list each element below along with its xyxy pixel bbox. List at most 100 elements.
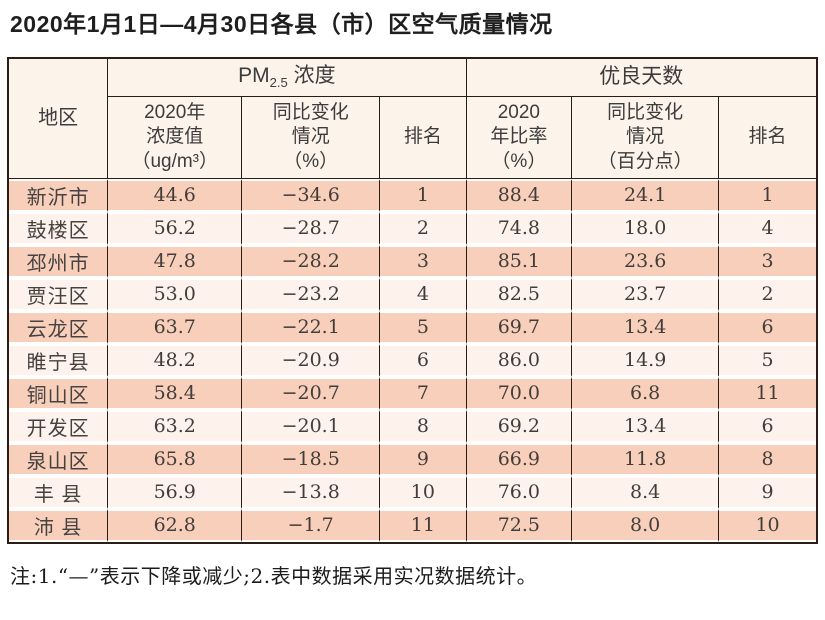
good-rank-cell: 5 (719, 343, 816, 377)
pm-rank-cell: 5 (380, 310, 467, 344)
pm-value-cell: 53.0 (108, 277, 243, 311)
column-header-good-ratio: 2020 年比率 （%） (466, 96, 573, 179)
pm-change-cell: −28.7 (242, 211, 381, 245)
column-header-pm-change: 同比变化 情况 （%） (242, 96, 381, 179)
pm-value-cell: 58.4 (108, 376, 243, 410)
pm-value-cell: 56.2 (108, 211, 243, 245)
good-rank-cell: 8 (719, 442, 816, 476)
good-ratio-cell: 69.2 (466, 409, 573, 443)
region-cell: 沛 县 (9, 508, 109, 542)
table-row: 丰 县 56.9 −13.8 10 76.0 8.4 9 (9, 475, 816, 509)
pm-value-cell: 44.6 (108, 178, 243, 212)
good-ratio-cell: 70.0 (466, 376, 573, 410)
good-ratio-cell: 69.7 (466, 310, 573, 344)
good-ratio-cell: 85.1 (466, 244, 573, 278)
good-change-cell: 24.1 (572, 178, 720, 212)
table-row: 邳州市 47.8 −28.2 3 85.1 23.6 3 (9, 244, 816, 278)
column-group-good-days: 优良天数 (466, 58, 816, 97)
table-row: 沛 县 62.8 −1.7 11 72.5 8.0 10 (9, 508, 816, 542)
pm-value-cell: 62.8 (108, 508, 243, 542)
pm25-label-subscript: 2.5 (269, 75, 288, 91)
pm-value-cell: 48.2 (108, 343, 243, 377)
pm-rank-cell: 2 (380, 211, 467, 245)
good-rank-cell: 6 (719, 409, 816, 443)
table-row: 鼓楼区 56.2 −28.7 2 74.8 18.0 4 (9, 211, 816, 245)
region-cell: 泉山区 (9, 442, 109, 476)
region-cell: 铜山区 (9, 376, 109, 410)
pm-change-cell: −22.1 (242, 310, 381, 344)
pm-value-cell: 63.7 (108, 310, 243, 344)
pm-change-cell: −23.2 (242, 277, 381, 311)
pm-rank-cell: 9 (380, 442, 467, 476)
good-rank-cell: 6 (719, 310, 816, 344)
good-ratio-cell: 76.0 (466, 475, 573, 509)
column-header-region: 地区 (9, 58, 109, 179)
pm-rank-cell: 10 (380, 475, 467, 509)
pm-change-cell: −18.5 (242, 442, 381, 476)
table-header: 地区 PM2.5 浓度 优良天数 2020年 浓度值 （ug/m³） 同比变化 … (9, 58, 816, 179)
pm-change-cell: −20.7 (242, 376, 381, 410)
region-cell: 睢宁县 (9, 343, 109, 377)
footnote: 注:1.“—”表示下降或减少;2.表中数据采用实况数据统计。 (10, 563, 538, 588)
column-header-good-change: 同比变化 情况 （百分点） (572, 96, 720, 179)
pm-rank-cell: 3 (380, 244, 467, 278)
air-quality-table: 地区 PM2.5 浓度 优良天数 2020年 浓度值 （ug/m³） 同比变化 … (7, 56, 818, 544)
good-ratio-cell: 74.8 (466, 211, 573, 245)
region-cell: 开发区 (9, 409, 109, 443)
good-ratio-cell: 66.9 (466, 442, 573, 476)
pm-change-cell: −34.6 (242, 178, 381, 212)
good-change-cell: 6.8 (572, 376, 720, 410)
good-rank-cell: 10 (719, 508, 816, 542)
table-row: 铜山区 58.4 −20.7 7 70.0 6.8 11 (9, 376, 816, 410)
good-rank-cell: 9 (719, 475, 816, 509)
region-cell: 新沂市 (9, 178, 109, 212)
pm-value-cell: 56.9 (108, 475, 243, 509)
table-body: 新沂市 44.6 −34.6 1 88.4 24.1 1 鼓楼区 56.2 −28.7 2 74.8 1… (9, 178, 816, 542)
pm-rank-cell: 8 (380, 409, 467, 443)
pm-change-cell: −13.8 (242, 475, 381, 509)
table-row: 贾汪区 53.0 −23.2 4 82.5 23.7 2 (9, 277, 816, 311)
pm-value-cell: 63.2 (108, 409, 243, 443)
region-cell: 邳州市 (9, 244, 109, 278)
pm-rank-cell: 7 (380, 376, 467, 410)
pm-change-cell: −28.2 (242, 244, 381, 278)
pm-change-cell: −20.9 (242, 343, 381, 377)
table-row: 新沂市 44.6 −34.6 1 88.4 24.1 1 (9, 178, 816, 212)
pm-rank-cell: 6 (380, 343, 467, 377)
good-change-cell: 18.0 (572, 211, 720, 245)
good-change-cell: 8.0 (572, 508, 720, 542)
good-change-cell: 11.8 (572, 442, 720, 476)
good-rank-cell: 2 (719, 277, 816, 311)
good-rank-cell: 3 (719, 244, 816, 278)
table-row: 睢宁县 48.2 −20.9 6 86.0 14.9 5 (9, 343, 816, 377)
header-sub-row: 2020年 浓度值 （ug/m³） 同比变化 情况 （%） 排名 2020 年比… (9, 96, 816, 179)
pm-value-cell: 65.8 (108, 442, 243, 476)
good-rank-cell: 1 (719, 178, 816, 212)
good-change-cell: 13.4 (572, 310, 720, 344)
good-change-cell: 14.9 (572, 343, 720, 377)
region-cell: 丰 县 (9, 475, 109, 509)
table-row: 泉山区 65.8 −18.5 9 66.9 11.8 8 (9, 442, 816, 476)
pm-change-cell: −1.7 (242, 508, 381, 542)
good-ratio-cell: 88.4 (466, 178, 573, 212)
header-group-row: 地区 PM2.5 浓度 优良天数 (9, 58, 816, 179)
table-row: 云龙区 63.7 −22.1 5 69.7 13.4 6 (9, 310, 816, 344)
good-rank-cell: 4 (719, 211, 816, 245)
pm25-label-prefix: PM (238, 63, 270, 87)
column-header-good-rank: 排名 (719, 96, 816, 179)
column-header-pm-rank: 排名 (380, 96, 467, 179)
good-change-cell: 23.6 (572, 244, 720, 278)
pm-rank-cell: 11 (380, 508, 467, 542)
good-change-cell: 8.4 (572, 475, 720, 509)
good-rank-cell: 11 (719, 376, 816, 410)
region-cell: 贾汪区 (9, 277, 109, 311)
pm-change-cell: −20.1 (242, 409, 381, 443)
page-title: 2020年1月1日—4月30日各县（市）区空气质量情况 (10, 11, 553, 37)
pm-rank-cell: 4 (380, 277, 467, 311)
table-row: 开发区 63.2 −20.1 8 69.2 13.4 6 (9, 409, 816, 443)
good-ratio-cell: 72.5 (466, 508, 573, 542)
pm-rank-cell: 1 (380, 178, 467, 212)
pm25-label-suffix: 浓度 (287, 63, 336, 87)
good-change-cell: 13.4 (572, 409, 720, 443)
